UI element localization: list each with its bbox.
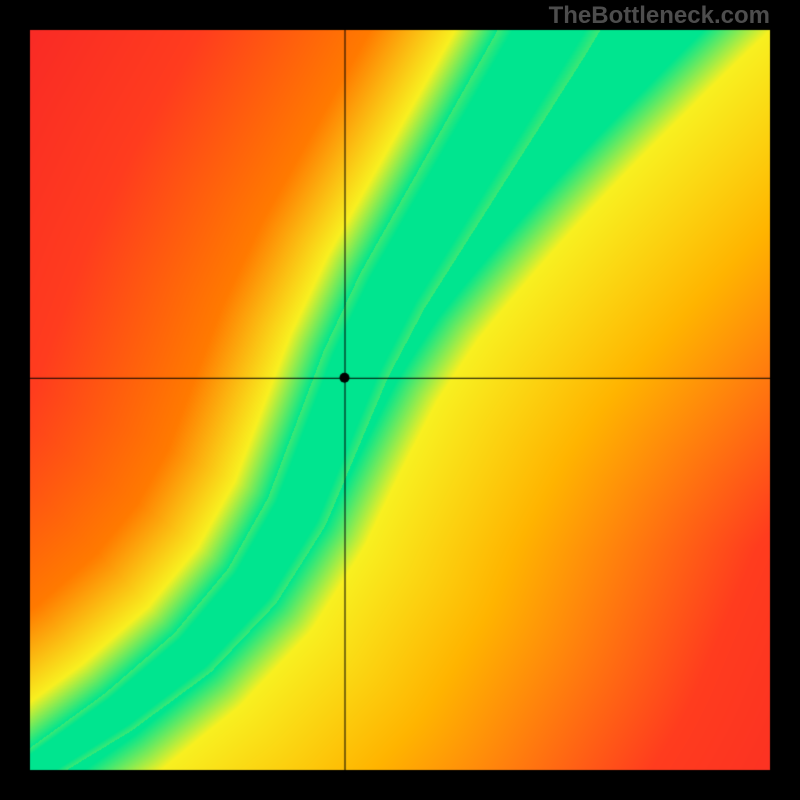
bottleneck-heatmap — [0, 0, 800, 800]
chart-container: TheBottleneck.com — [0, 0, 800, 800]
watermark-text: TheBottleneck.com — [549, 2, 770, 30]
